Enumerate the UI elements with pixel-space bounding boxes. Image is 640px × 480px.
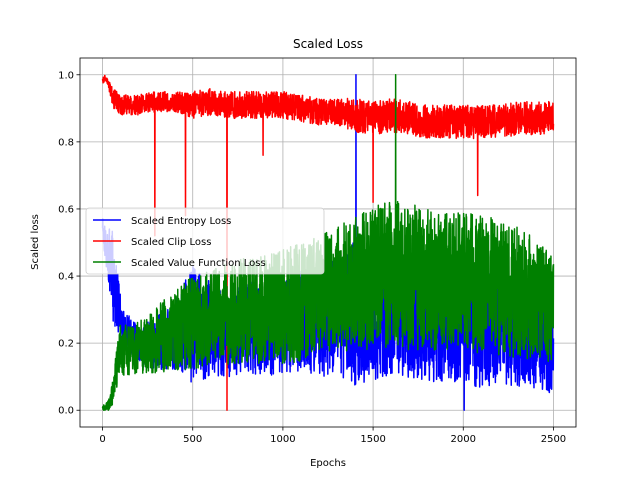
legend-label-entropy: Scaled Entropy Loss xyxy=(131,216,231,227)
series-line-value-function xyxy=(101,74,555,411)
series-line-clip xyxy=(101,74,555,411)
x-tick-label: 0 xyxy=(99,434,105,445)
y-tick-label: 1.0 xyxy=(58,70,74,81)
y-tick-label: 0.8 xyxy=(58,137,74,148)
x-tick-label: 1500 xyxy=(360,434,385,445)
legend-label-clip: Scaled Clip Loss xyxy=(131,237,211,248)
chart-title: Scaled Loss xyxy=(293,37,363,51)
x-tick-label: 500 xyxy=(183,434,202,445)
legend: Scaled Entropy Loss Scaled Clip Loss Sca… xyxy=(85,207,325,275)
y-tick-label: 0.6 xyxy=(58,204,74,215)
legend-entry-entropy: Scaled Entropy Loss xyxy=(93,216,231,227)
x-tick-label: 2000 xyxy=(451,434,476,445)
legend-entry-value-function: Scaled Value Function Loss xyxy=(93,258,266,269)
axis-ticks: 0 500 1000 1500 2000 2500 0.0 0.2 0.4 0.6 0.8 1.0 xyxy=(58,70,566,445)
legend-entry-clip: Scaled Clip Loss xyxy=(93,237,211,248)
y-tick-label: 0.0 xyxy=(58,406,74,417)
legend-label-value-function: Scaled Value Function Loss xyxy=(131,258,266,269)
y-tick-label: 0.4 xyxy=(58,272,74,283)
legend-box xyxy=(85,207,325,275)
plot-frame xyxy=(79,57,577,428)
y-tick-label: 0.2 xyxy=(58,339,74,350)
x-tick-label: 1000 xyxy=(270,434,295,445)
x-tick-label: 2500 xyxy=(541,434,566,445)
y-axis-label: Scaled loss xyxy=(30,214,41,270)
x-axis-label: Epochs xyxy=(310,458,346,469)
series-layer xyxy=(101,74,555,411)
